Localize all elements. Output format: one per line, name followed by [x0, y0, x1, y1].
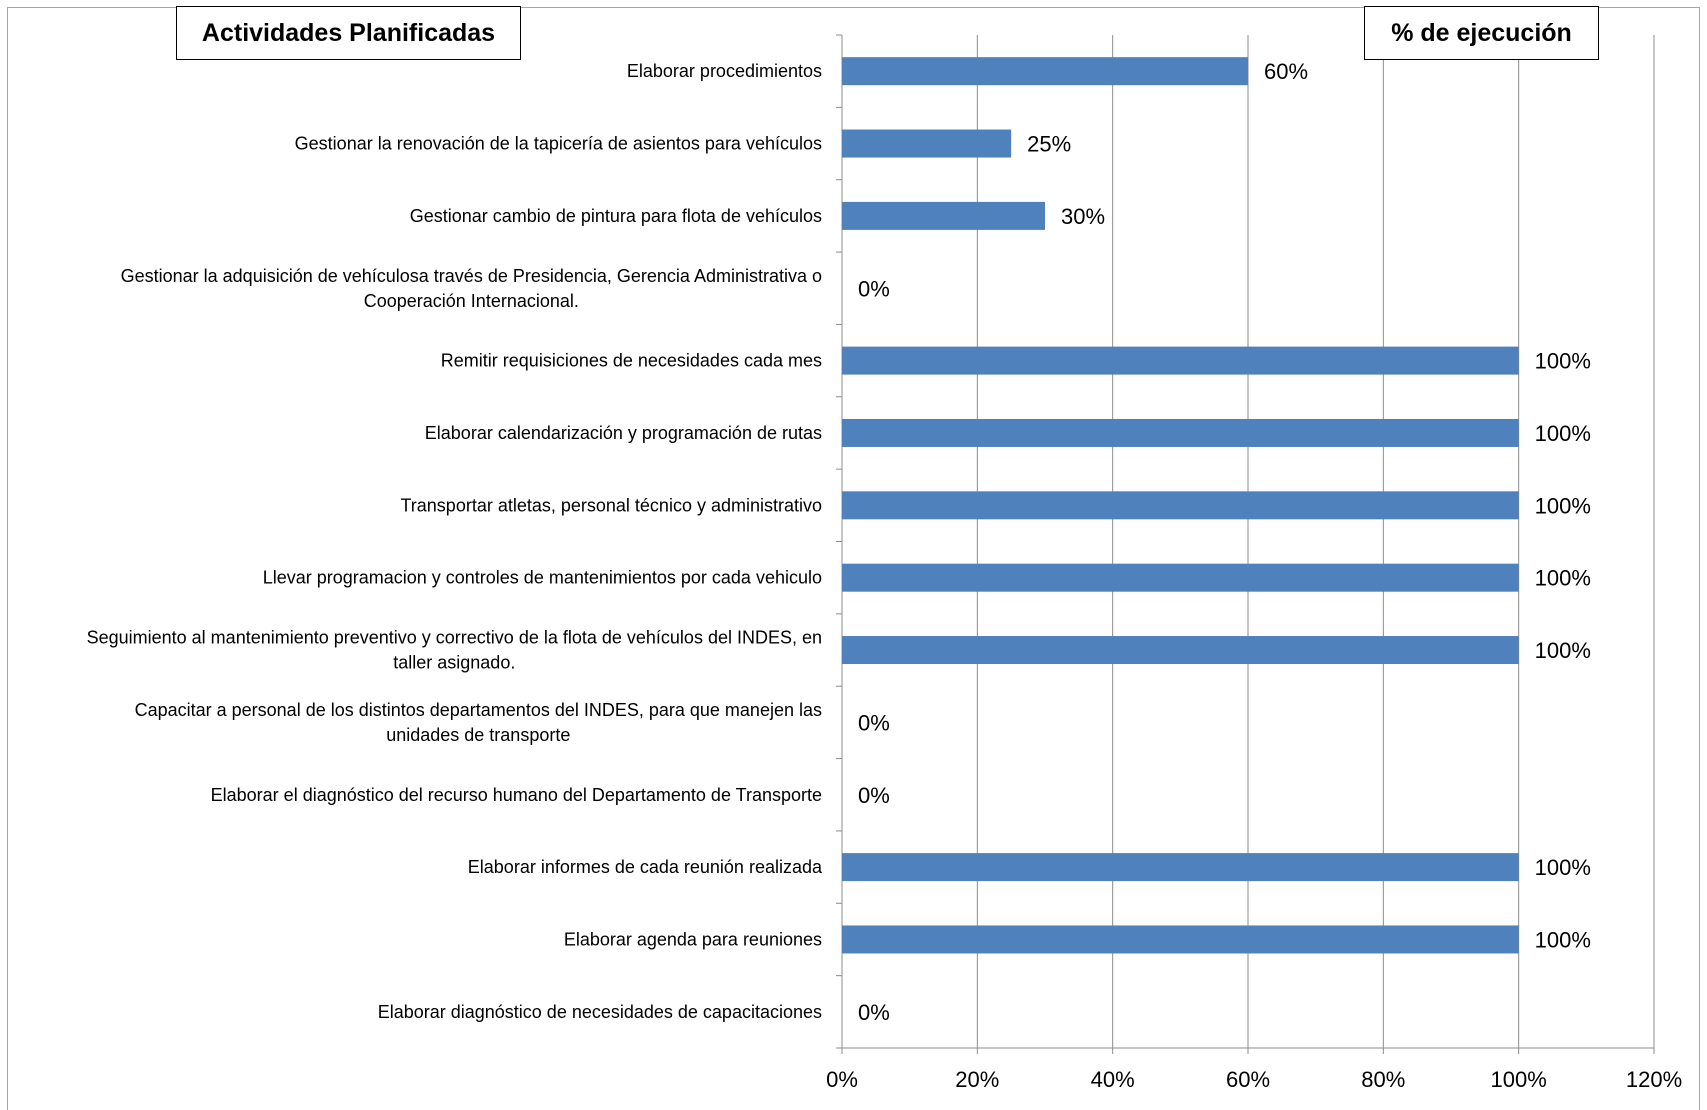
category-label: Transportar atletas, personal técnico y … [400, 495, 822, 515]
data-label: 0% [858, 710, 890, 735]
category-label: Elaborar procedimientos [627, 61, 822, 81]
data-label: 0% [858, 1000, 890, 1025]
bar [842, 418, 1519, 447]
header-porcentaje-ejecucion: % de ejecución [1364, 6, 1599, 60]
category-label: Gestionar la adquisición de vehículosa t… [121, 266, 822, 286]
header-left-label: Actividades Planificadas [201, 18, 496, 47]
category-label: Elaborar calendarización y programación … [425, 423, 822, 443]
data-label: 100% [1535, 638, 1591, 663]
category-label: Llevar programacion y controles de mante… [263, 568, 822, 588]
category-label: Elaborar el diagnóstico del recurso huma… [211, 785, 822, 805]
bar [842, 563, 1519, 592]
category-label: taller asignado. [393, 653, 515, 673]
data-label: 100% [1535, 349, 1591, 374]
data-label: 100% [1535, 421, 1591, 446]
x-tick-label: 0% [826, 1067, 858, 1092]
category-label: Gestionar cambio de pintura para flota d… [410, 206, 822, 226]
x-tick-label: 20% [955, 1067, 999, 1092]
bar [842, 346, 1519, 375]
category-label: Seguimiento al mantenimiento preventivo … [87, 628, 822, 648]
data-label: 25% [1027, 132, 1071, 157]
x-tick-label: 80% [1361, 1067, 1405, 1092]
bar [842, 201, 1045, 230]
chart-frame [7, 7, 1700, 1110]
bar [842, 491, 1519, 520]
category-label: Elaborar diagnóstico de necesidades de c… [378, 1002, 822, 1022]
data-label: 60% [1264, 59, 1308, 84]
category-label: unidades de transporte [386, 725, 570, 745]
bar [842, 636, 1519, 665]
data-label: 100% [1535, 855, 1591, 880]
data-label: 100% [1535, 566, 1591, 591]
bar [842, 57, 1248, 86]
bar [842, 129, 1012, 158]
category-label: Capacitar a personal de los distintos de… [135, 700, 822, 720]
category-label: Elaborar informes de cada reunión realiz… [468, 857, 823, 877]
data-label: 100% [1535, 927, 1591, 952]
x-tick-label: 60% [1226, 1067, 1270, 1092]
x-tick-label: 40% [1091, 1067, 1135, 1092]
header-actividades-planificadas: Actividades Planificadas [176, 6, 521, 60]
data-label: 30% [1061, 204, 1105, 229]
data-label: 100% [1535, 493, 1591, 518]
category-label: Elaborar agenda para reuniones [564, 929, 822, 949]
bar [842, 925, 1519, 954]
category-label: Cooperación Internacional. [364, 291, 579, 311]
bar [842, 853, 1519, 882]
x-tick-label: 120% [1626, 1067, 1682, 1092]
data-label: 0% [858, 783, 890, 808]
header-right-label: % de ejecución [1391, 18, 1572, 47]
category-label: Gestionar la renovación de la tapicería … [295, 134, 822, 154]
x-tick-label: 100% [1491, 1067, 1547, 1092]
category-label: Remitir requisiciones de necesidades cad… [441, 351, 822, 371]
data-label: 0% [858, 276, 890, 301]
